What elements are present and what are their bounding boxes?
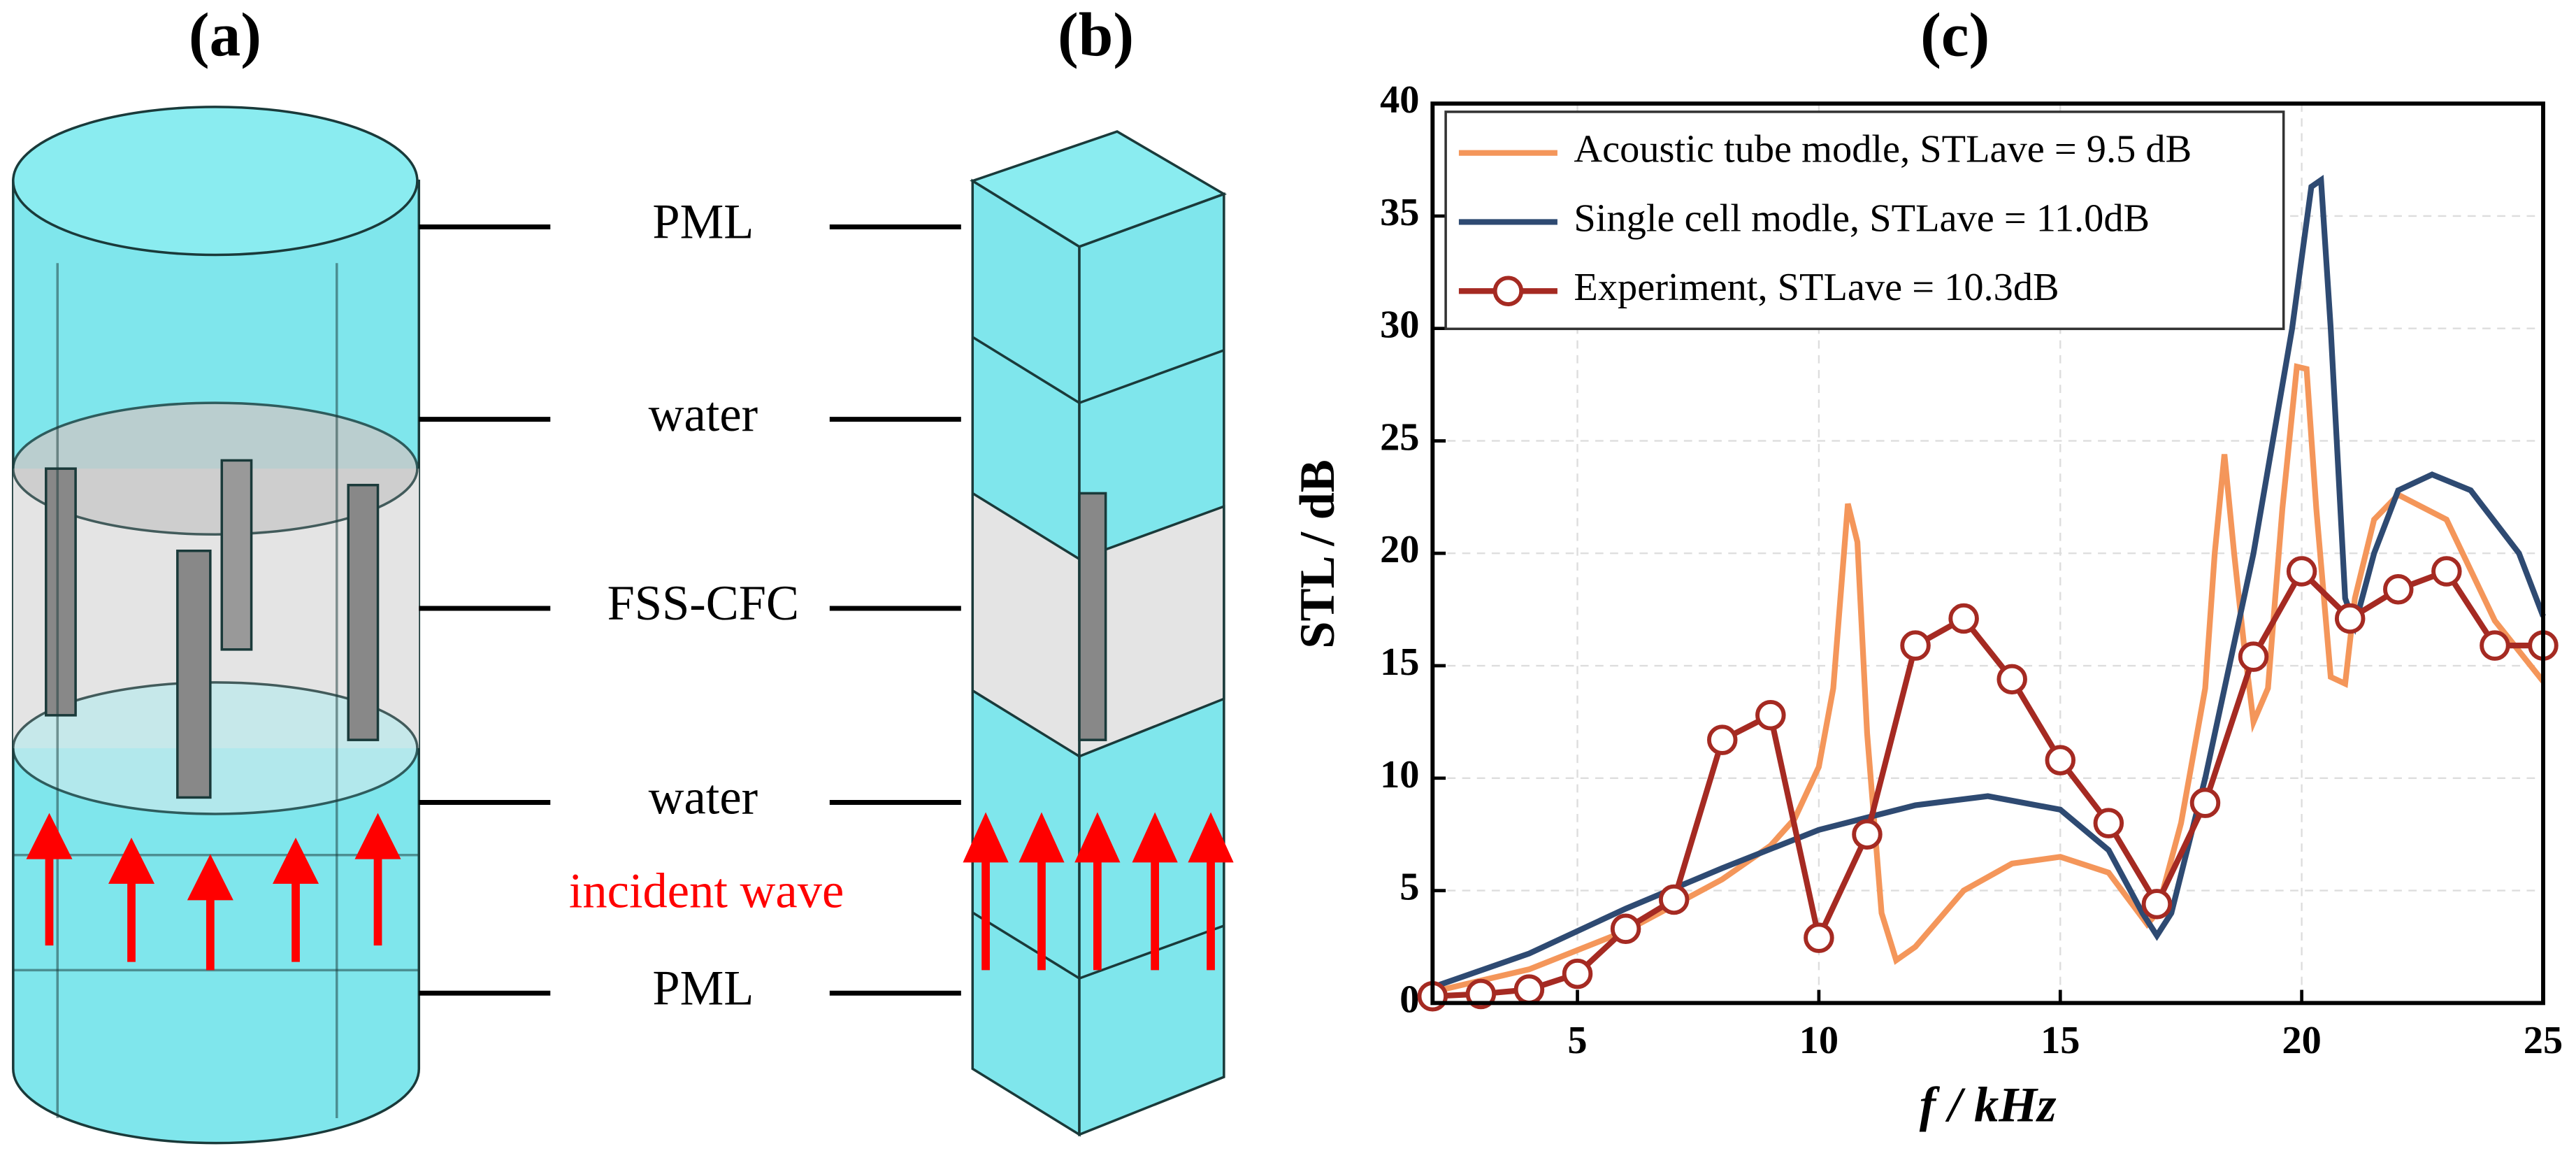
plot-frame (1430, 101, 2545, 1006)
data-point (2480, 630, 2510, 661)
data-point (2334, 603, 2366, 634)
y-tick-label: 25 (1380, 415, 1419, 459)
data-point (2045, 745, 2076, 775)
data-point (1562, 958, 1593, 989)
legend-label: Experiment, STLave = 10.3dB (1574, 266, 2059, 309)
y-tick-label: 35 (1380, 191, 1419, 234)
incident-arrows (26, 812, 1234, 971)
data-point (2141, 889, 2173, 920)
y-tick-label: 5 (1399, 866, 1419, 909)
x-tick-label: 25 (2524, 1019, 2563, 1062)
x-axis-label: f / kHz (1920, 1078, 2057, 1132)
y-axis-label: STL / dB (1290, 459, 1345, 649)
data-point (2431, 556, 2462, 587)
x-tick-label: 5 (1567, 1019, 1587, 1062)
data-point (1900, 630, 1931, 661)
legend-label: Acoustic tube modle, STLave = 9.5 dB (1574, 128, 2192, 171)
data-point (2286, 556, 2317, 587)
data-point (1804, 922, 1834, 953)
layer-label: water (649, 387, 758, 442)
x-tick-label: 15 (2041, 1019, 2080, 1062)
data-point (1465, 978, 1497, 1010)
layer-label: PML (652, 961, 754, 1015)
y-tick-label: 10 (1380, 753, 1419, 796)
annotation: incident wave (569, 864, 844, 919)
data-point (2189, 787, 2221, 818)
data-point (1707, 724, 1738, 755)
data-point (1755, 700, 1786, 731)
data-point (1610, 913, 1641, 945)
data-point (1513, 974, 1545, 1005)
data-point (2093, 808, 2124, 838)
series-line (1432, 363, 2546, 995)
data-point (1996, 664, 2027, 695)
chart-title: (c) (1920, 0, 1989, 69)
layer-label: water (649, 771, 758, 825)
layer-label: FSS-CFC (607, 576, 799, 631)
data-point (1658, 884, 1690, 915)
box-model (970, 130, 1227, 1137)
data-point (2383, 573, 2414, 605)
y-tick-label: 30 (1380, 303, 1419, 347)
x-tick-label: 20 (2282, 1019, 2321, 1062)
series-line (1432, 566, 2543, 999)
plot: 0 5 10 15 20 25 30 35 40 5 10 15 20 25 Acoustic tube m… (1380, 78, 2563, 1062)
panel-label: (a) (189, 0, 261, 69)
layer-leaders (419, 224, 961, 996)
panel-label: (b) (1058, 0, 1134, 69)
data-point (1852, 819, 1883, 850)
legend-box (1444, 110, 2285, 331)
y-tick-label: 0 (1399, 978, 1419, 1021)
y-tick-label: 40 (1380, 78, 1419, 122)
cylinder-model (12, 106, 421, 1145)
data-point (2238, 641, 2269, 672)
data-point (1948, 603, 1979, 634)
y-tick-label: 15 (1380, 641, 1419, 684)
series-line (1431, 174, 2546, 990)
x-tick-label: 10 (1799, 1019, 1839, 1062)
y-tick-label: 20 (1380, 528, 1419, 571)
legend-label: Single cell modle, STLave = 11.0dB (1574, 196, 2150, 240)
layer-label: PML (652, 195, 754, 250)
legend-marker (1492, 276, 1524, 306)
